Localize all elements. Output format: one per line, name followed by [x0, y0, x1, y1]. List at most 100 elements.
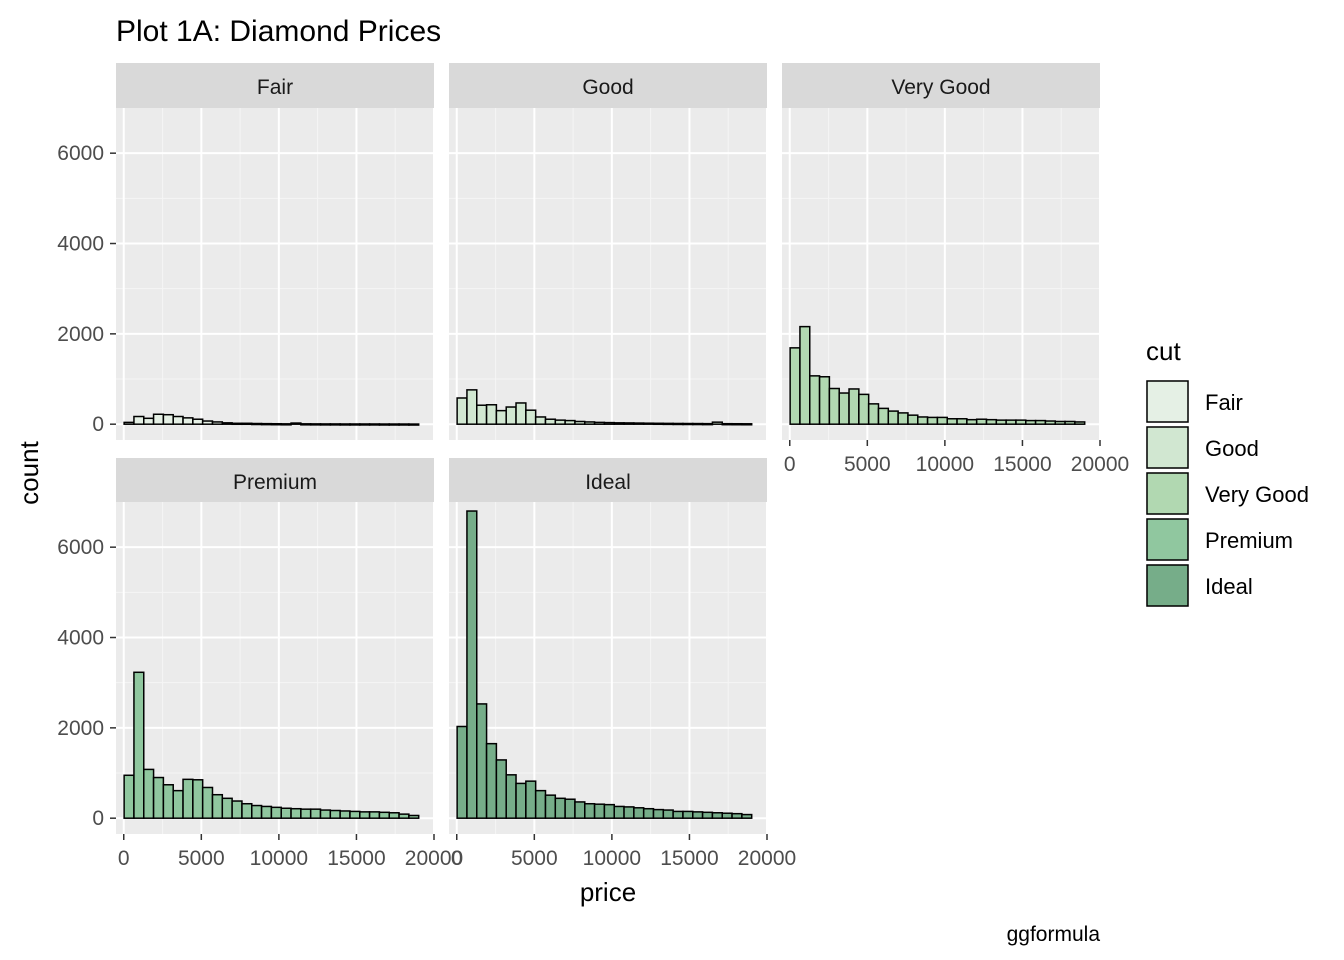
histogram-bar [741, 813, 753, 819]
histogram-bar [241, 802, 253, 819]
histogram-bar [211, 793, 224, 819]
histogram-bar [133, 671, 145, 819]
x-tick-label: 15000 [993, 453, 1051, 476]
histogram-bar [613, 422, 625, 425]
histogram-bar [593, 803, 606, 819]
histogram-bar [466, 510, 478, 819]
y-axis-title: count [14, 440, 44, 504]
histogram-bar [1015, 419, 1027, 425]
histogram-bar [564, 798, 576, 819]
histogram-bar [260, 422, 273, 426]
histogram-bar [485, 404, 498, 425]
histogram-bar [1034, 419, 1047, 425]
y-tick-label: 6000 [57, 536, 104, 559]
histogram-bar [495, 409, 507, 425]
histogram-bar [182, 778, 194, 819]
histogram-bar [701, 422, 714, 426]
histogram-bar [123, 774, 135, 819]
histogram-bar [975, 418, 988, 425]
histogram-bar [672, 422, 684, 426]
histogram-bar [172, 789, 184, 819]
y-tick-label: 0 [92, 807, 104, 830]
x-tick-label: 0 [784, 453, 796, 476]
histogram-bar [584, 802, 596, 819]
x-tick-label: 5000 [844, 453, 891, 476]
legend-swatch-premium [1146, 518, 1189, 561]
histogram-bar [231, 800, 243, 819]
histogram-bar [1074, 421, 1086, 425]
facet-strip-label: Ideal [585, 471, 631, 494]
legend-label-premium: Premium [1205, 528, 1293, 553]
facet-strip-label: Fair [257, 76, 293, 99]
histogram-bar [858, 393, 870, 425]
histogram-bar [143, 417, 155, 425]
panel-background [449, 108, 767, 440]
histogram-bar [251, 804, 263, 819]
legend-label-ideal: Ideal [1205, 574, 1253, 599]
histogram-bar [378, 423, 390, 426]
histogram-bar [525, 409, 537, 425]
histogram-bar [476, 404, 488, 425]
histogram-bar [182, 417, 194, 425]
caption: ggformula [1007, 923, 1101, 946]
histogram-bar [652, 422, 665, 426]
histogram-bar [701, 811, 714, 819]
histogram-bar [593, 421, 606, 425]
histogram-bar [633, 807, 645, 819]
panel-background [782, 108, 1100, 440]
histogram-bar [505, 774, 517, 819]
histogram-bar [809, 375, 821, 425]
histogram-bar [613, 805, 625, 819]
histogram-bar [1054, 420, 1066, 425]
y-tick-label: 4000 [57, 627, 104, 650]
histogram-bar [280, 807, 292, 819]
facet-panels: Fair 0 2000 4000 6000 Good Very Good 0 5000 10000… [57, 63, 1129, 870]
histogram-bar [731, 422, 743, 426]
histogram-bar [359, 811, 371, 819]
histogram-bar [789, 347, 801, 425]
legend-swatch-fair [1146, 380, 1189, 423]
facet-strip [116, 458, 434, 503]
histogram-bar [388, 812, 400, 819]
facet-strip-label: Very Good [891, 76, 990, 99]
histogram-bar [867, 403, 880, 425]
legend: cut Fair Good Very Good Premium Ideal [1146, 336, 1309, 607]
histogram-bar [466, 389, 478, 425]
x-tick-label: 5000 [511, 847, 558, 870]
histogram-bar [485, 742, 498, 819]
histogram-bar [887, 410, 899, 425]
histogram-bar [368, 423, 381, 426]
histogram-bar [721, 812, 733, 819]
histogram-bar [956, 418, 968, 425]
x-tick-label: 10000 [583, 847, 641, 870]
legend-swatch-very-good [1146, 472, 1189, 515]
histogram-bar [564, 419, 576, 425]
histogram-bar [260, 805, 273, 819]
histogram-bar [378, 811, 390, 819]
histogram-bar [456, 397, 468, 425]
histogram-bar [662, 809, 674, 819]
histogram-bar [309, 808, 322, 819]
histogram-bar [692, 811, 704, 819]
facet-strip-label: Good [582, 76, 633, 99]
x-tick-label: 5000 [178, 847, 225, 870]
histogram-bar [897, 412, 909, 425]
histogram-bar [280, 423, 292, 426]
histogram-bar [936, 416, 948, 425]
histogram-bar [672, 810, 684, 819]
x-tick-label: 10000 [916, 453, 974, 476]
y-tick-label: 4000 [57, 233, 104, 256]
histogram-bar [652, 808, 665, 819]
histogram-bar [633, 422, 645, 425]
histogram-bar [309, 423, 322, 426]
histogram-bar [534, 416, 547, 425]
histogram-bar [515, 782, 527, 819]
histogram-bar [642, 807, 655, 819]
histogram-bar [1025, 419, 1037, 425]
histogram-bar [456, 725, 468, 819]
chart-title: Plot 1A: Diamond Prices [116, 15, 441, 48]
histogram-bar [1064, 420, 1076, 425]
x-tick-label: 20000 [405, 847, 463, 870]
histogram-bar [339, 810, 351, 819]
histogram-bar [290, 807, 302, 819]
